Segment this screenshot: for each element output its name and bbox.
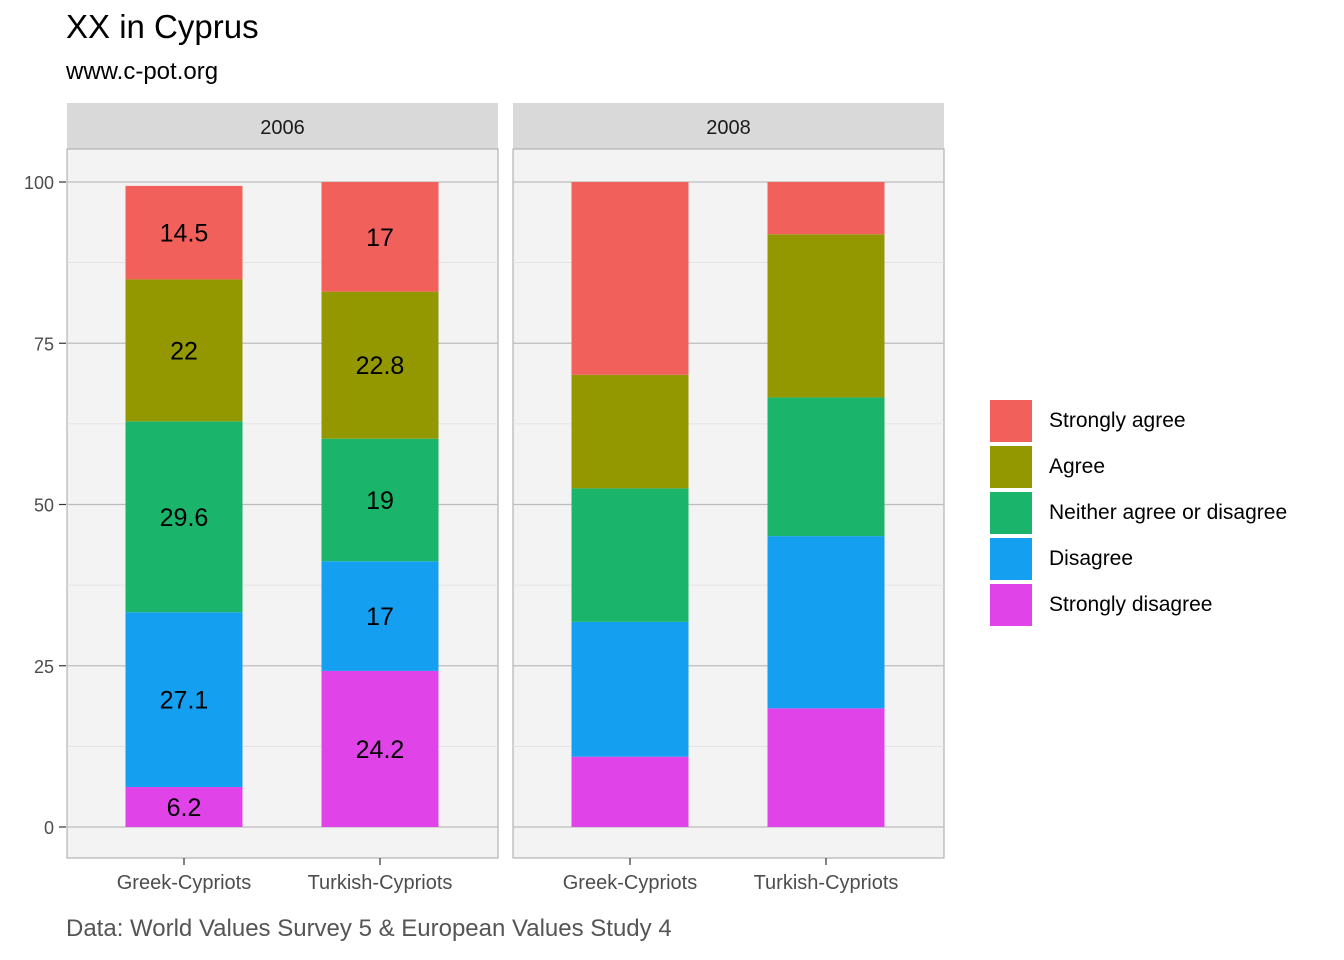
data-label: 24.2 <box>356 736 405 764</box>
data-label: 22 <box>170 337 198 365</box>
bar-segment <box>571 488 689 622</box>
bar-segment <box>767 708 885 827</box>
legend-key <box>990 538 1032 580</box>
legend-label: Disagree <box>1049 547 1134 570</box>
legend-label: Strongly disagree <box>1049 593 1213 616</box>
y-tick-label: 100 <box>24 173 54 193</box>
data-label: 19 <box>366 487 394 515</box>
chart-title: XX in Cyprus <box>66 8 259 45</box>
bar-segment <box>125 612 243 788</box>
legend-key <box>990 400 1032 442</box>
legend-label: Neither agree or disagree <box>1049 501 1288 524</box>
data-label: 29.6 <box>160 504 209 532</box>
bar-segment <box>767 397 885 537</box>
legend-item: Neither agree or disagree <box>990 490 1287 536</box>
legend-item: Strongly agree <box>990 398 1287 444</box>
chart-subtitle: www.c-pot.org <box>66 58 219 85</box>
x-tick-label: Turkish-Cypriots <box>754 872 899 894</box>
legend-label: Agree <box>1049 455 1106 478</box>
bar-segment <box>125 279 243 422</box>
data-label: 27.1 <box>160 687 209 715</box>
legend: Strongly agree Agree Neither agree or disa… <box>990 398 1287 628</box>
bar-segment <box>767 536 885 709</box>
data-label: 22.8 <box>356 352 405 380</box>
chart-caption: Data: World Values Survey 5 & European V… <box>66 915 672 942</box>
bar-segment <box>767 182 885 235</box>
bar-segment <box>321 438 439 562</box>
data-label: 17 <box>366 224 394 252</box>
bar-segment <box>571 621 689 757</box>
bar-segment <box>571 182 689 375</box>
legend-item: Agree <box>990 444 1287 490</box>
bar-segment <box>125 185 243 280</box>
legend-item: Disagree <box>990 536 1287 582</box>
x-tick-label: Greek-Cypriots <box>563 872 697 894</box>
facet-strip-label: 2008 <box>706 117 751 139</box>
data-label: 6.2 <box>167 794 202 822</box>
bar-segment <box>321 561 439 671</box>
x-tick-label: Greek-Cypriots <box>117 872 251 894</box>
data-label: 14.5 <box>160 220 209 248</box>
data-label: 17 <box>366 603 394 631</box>
y-tick-label: 0 <box>44 818 54 838</box>
bar-segment <box>321 670 439 827</box>
legend-key <box>990 492 1032 534</box>
facet-strip <box>513 103 944 149</box>
legend-label: Strongly agree <box>1049 409 1186 432</box>
bar-segment <box>125 787 243 827</box>
bar-segment <box>125 421 243 613</box>
x-tick-label: Turkish-Cypriots <box>308 872 453 894</box>
bar-segment <box>571 756 689 827</box>
legend-item: Strongly disagree <box>990 582 1287 628</box>
y-tick-label: 25 <box>34 657 54 677</box>
legend-key <box>990 584 1032 626</box>
legend-key <box>990 446 1032 488</box>
y-tick-label: 50 <box>34 496 54 516</box>
bar-segment <box>321 291 439 439</box>
bar-segment <box>767 234 885 398</box>
bar-segment <box>571 374 689 489</box>
facet-strip-label: 2006 <box>260 117 305 139</box>
facet-strip <box>67 103 498 149</box>
y-tick-label: 75 <box>34 334 54 354</box>
bar-segment <box>321 182 439 292</box>
